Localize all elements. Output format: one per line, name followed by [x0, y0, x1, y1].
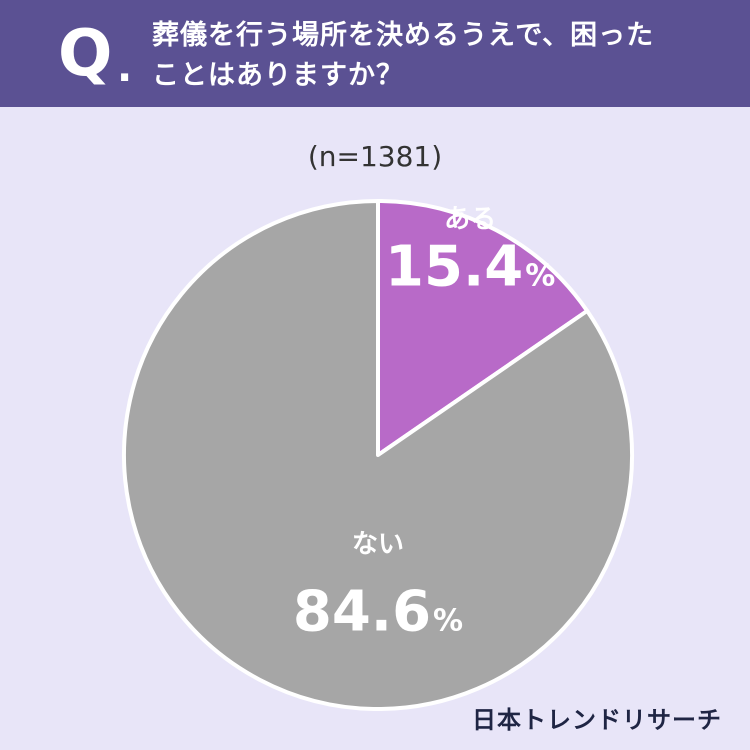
- pie-slice-no: [122, 199, 634, 711]
- q-dot: .: [117, 45, 133, 91]
- slice-label-yes: ある: [444, 205, 496, 235]
- question-line-2: ことはありますか？: [152, 60, 404, 91]
- question-text: 葬儀を行う場所を決めるうえで、困った ことはありますか？: [152, 16, 732, 96]
- sample-size-label: (n=1381): [307, 140, 443, 173]
- question-line-1: 葬儀を行う場所を決めるうえで、困った: [152, 20, 655, 51]
- slice-value-no: 84.6%: [293, 580, 463, 645]
- q-letter: Q: [58, 17, 113, 91]
- brand-logo-text: 日本トレンドリサーチ: [472, 706, 722, 734]
- slice-value-yes: 15.4%: [385, 235, 555, 300]
- pie-slice-yes: [376, 199, 590, 457]
- slice-label-no: ない: [352, 530, 404, 560]
- question-header: Q . 葬儀を行う場所を決めるうえで、困った ことはありますか？: [0, 0, 750, 107]
